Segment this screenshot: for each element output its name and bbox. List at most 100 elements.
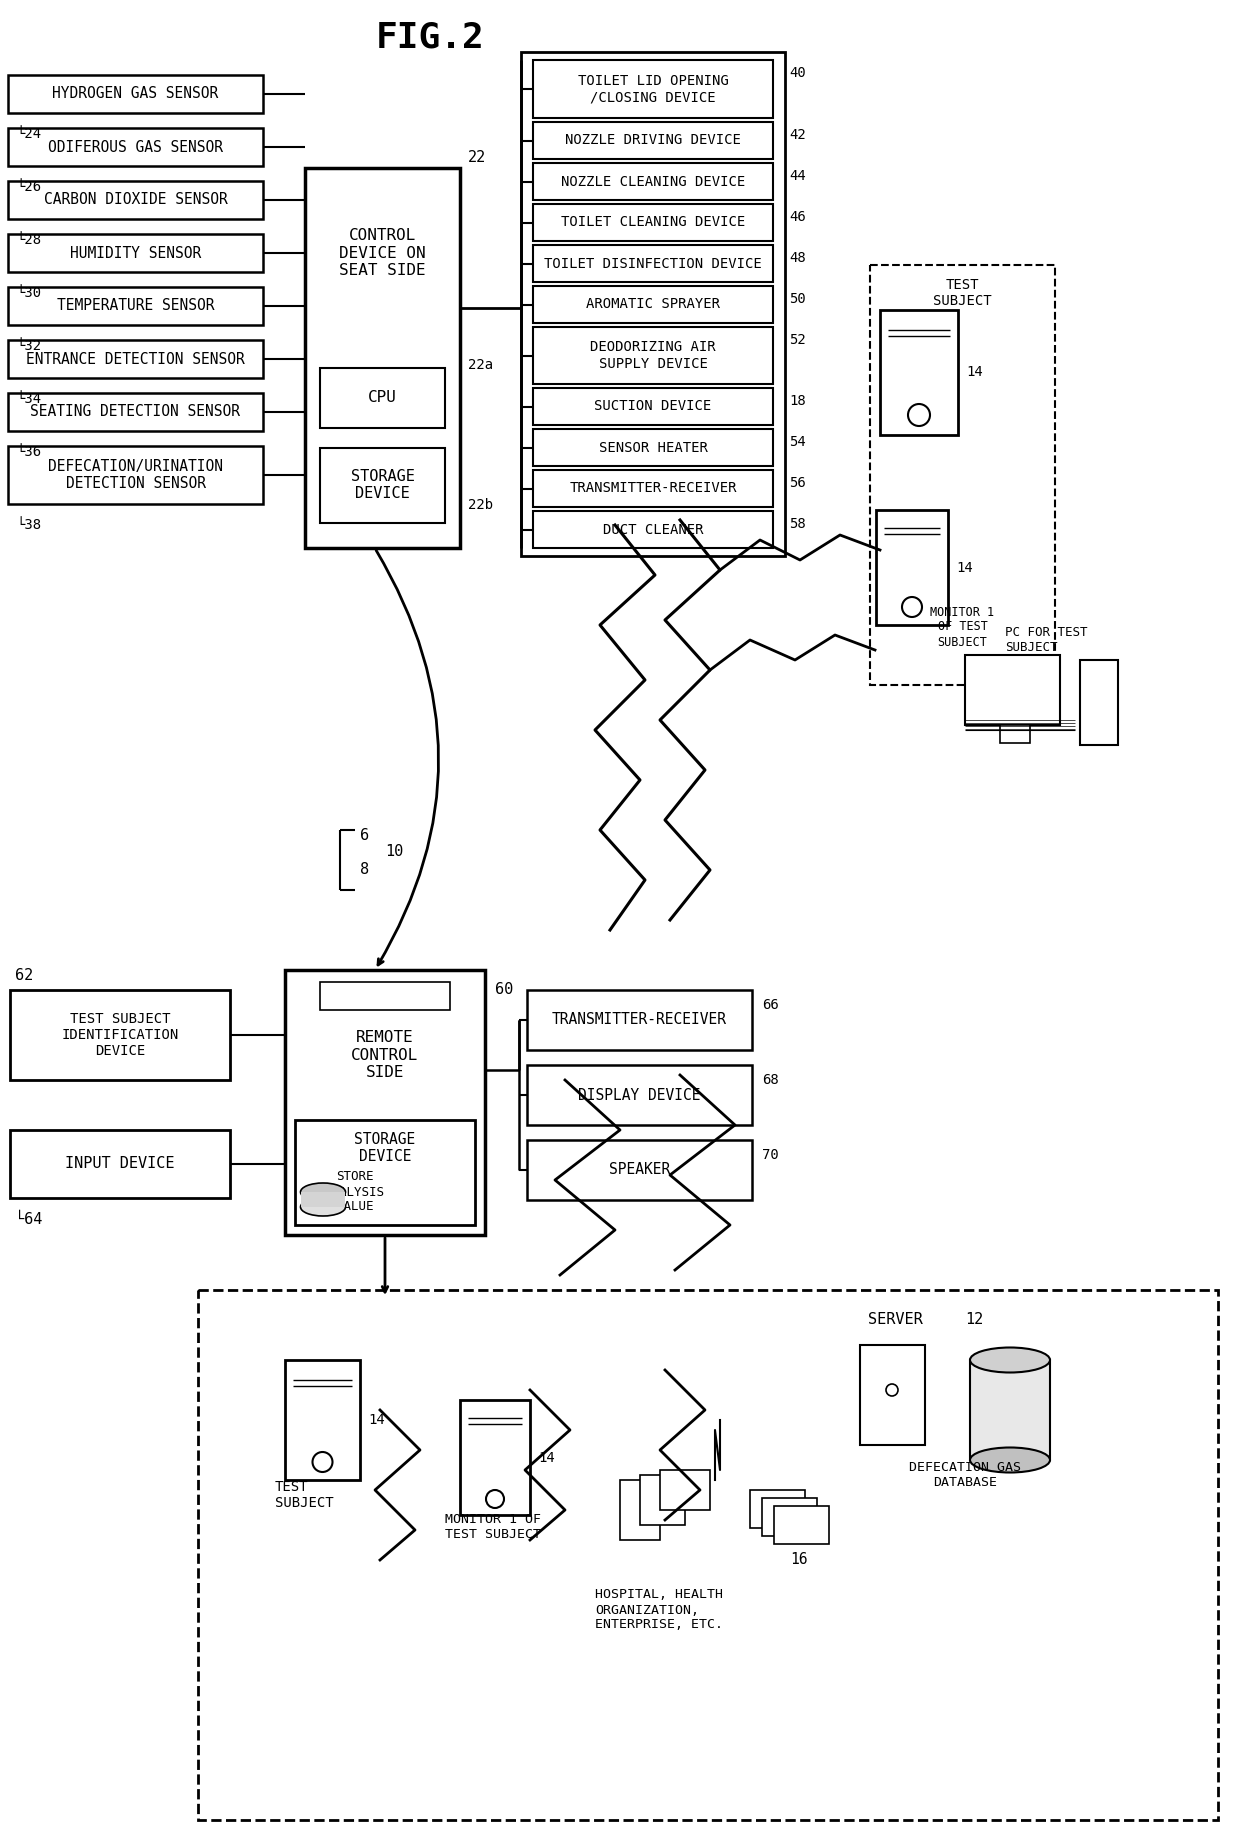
Text: STORE
ANALYSIS
VALUE: STORE ANALYSIS VALUE (325, 1171, 384, 1213)
Text: └32: └32 (16, 338, 41, 353)
Bar (640, 1476, 684, 1526)
Bar (999, 724, 1030, 743)
Text: └24: └24 (16, 127, 41, 142)
Text: 58: 58 (789, 516, 806, 531)
Bar (305, 167, 460, 548)
Text: MONITOR 1 OF
TEST SUBJECT: MONITOR 1 OF TEST SUBJECT (445, 1513, 541, 1540)
Text: └38: └38 (16, 518, 41, 531)
Bar (533, 244, 773, 281)
Text: 14: 14 (538, 1450, 554, 1465)
Bar (861, 1345, 925, 1445)
Text: └26: └26 (16, 180, 41, 195)
Bar (533, 388, 773, 425)
Text: MONITOR 1
OF TEST
SUBJECT: MONITOR 1 OF TEST SUBJECT (930, 605, 994, 649)
Bar (301, 1193, 345, 1208)
Bar (198, 1290, 1218, 1820)
Bar (965, 654, 1060, 724)
Text: 44: 44 (789, 169, 806, 184)
Text: 18: 18 (789, 393, 806, 408)
Bar (533, 327, 773, 384)
Bar (7, 447, 263, 504)
Bar (7, 233, 263, 272)
Text: TOILET LID OPENING
/CLOSING DEVICE: TOILET LID OPENING /CLOSING DEVICE (578, 74, 728, 105)
Text: HUMIDITY SENSOR: HUMIDITY SENSOR (69, 246, 201, 261)
Bar (521, 51, 785, 557)
Text: 22: 22 (467, 151, 486, 165)
Bar (320, 981, 450, 1011)
Text: STORAGE
DEVICE: STORAGE DEVICE (355, 1132, 415, 1163)
Text: TRANSMITTER-RECEIVER: TRANSMITTER-RECEIVER (569, 482, 737, 496)
Bar (875, 509, 949, 625)
Text: CPU: CPU (368, 390, 397, 406)
Text: CONTROL
DEVICE ON
SEAT SIDE: CONTROL DEVICE ON SEAT SIDE (340, 228, 425, 278)
Text: 62: 62 (15, 969, 33, 983)
Text: 70: 70 (763, 1149, 779, 1162)
Text: DEFECATION GAS
DATABASE: DEFECATION GAS DATABASE (909, 1461, 1021, 1489)
Text: 60: 60 (495, 983, 513, 998)
Bar (7, 129, 263, 165)
Bar (527, 1140, 751, 1200)
Ellipse shape (970, 1347, 1050, 1373)
Ellipse shape (300, 1184, 346, 1200)
Bar (660, 1470, 711, 1511)
Text: 16: 16 (790, 1553, 807, 1568)
Bar (285, 970, 485, 1235)
Bar (527, 1064, 751, 1125)
Text: └36: └36 (16, 445, 41, 460)
Text: SERVER: SERVER (868, 1312, 923, 1327)
Text: └34: └34 (16, 391, 41, 406)
Bar (7, 180, 263, 219)
Text: NOZZLE CLEANING DEVICE: NOZZLE CLEANING DEVICE (560, 175, 745, 189)
Text: 22b: 22b (467, 498, 494, 513)
Text: INPUT DEVICE: INPUT DEVICE (66, 1156, 175, 1171)
Bar (460, 1401, 529, 1515)
Bar (527, 991, 751, 1049)
Text: 68: 68 (763, 1073, 779, 1086)
Bar (320, 448, 445, 524)
Bar (880, 311, 959, 436)
Text: SUCTION DEVICE: SUCTION DEVICE (594, 399, 712, 414)
Text: TEMPERATURE SENSOR: TEMPERATURE SENSOR (57, 298, 215, 314)
Text: 6: 6 (360, 827, 370, 842)
Text: FIG.2: FIG.2 (376, 20, 485, 55)
Text: PC FOR TEST
SUBJECT: PC FOR TEST SUBJECT (1004, 627, 1087, 654)
Text: 50: 50 (789, 292, 806, 305)
Bar (533, 164, 773, 200)
Bar (774, 1505, 830, 1544)
Text: DUCT CLEANER: DUCT CLEANER (603, 522, 703, 537)
Text: 22a: 22a (467, 358, 494, 371)
Text: 46: 46 (789, 210, 806, 224)
Bar (750, 1491, 805, 1527)
Text: REMOTE
CONTROL
SIDE: REMOTE CONTROL SIDE (351, 1029, 419, 1081)
Text: SENSOR HEATER: SENSOR HEATER (599, 441, 708, 454)
Bar (7, 393, 263, 430)
Text: 40: 40 (789, 66, 806, 81)
Text: TEST
SUBJECT: TEST SUBJECT (275, 1480, 334, 1511)
Text: DISPLAY DEVICE: DISPLAY DEVICE (578, 1088, 701, 1103)
Bar (620, 1480, 660, 1540)
Text: DEFECATION/URINATION
DETECTION SENSOR: DEFECATION/URINATION DETECTION SENSOR (48, 460, 223, 491)
Bar (763, 1498, 817, 1537)
Text: └30: └30 (16, 287, 41, 300)
Bar (295, 1119, 475, 1224)
Text: TEST SUBJECT
IDENTIFICATION
DEVICE: TEST SUBJECT IDENTIFICATION DEVICE (61, 1011, 179, 1059)
Text: NOZZLE DRIVING DEVICE: NOZZLE DRIVING DEVICE (565, 134, 742, 147)
Text: 14: 14 (956, 561, 972, 575)
Bar (533, 471, 773, 507)
Bar (1080, 660, 1118, 744)
Bar (7, 340, 263, 379)
Text: 10: 10 (384, 844, 403, 860)
Text: AROMATIC SPRAYER: AROMATIC SPRAYER (587, 298, 720, 311)
Text: └64: └64 (15, 1211, 42, 1228)
Text: ENTRANCE DETECTION SENSOR: ENTRANCE DETECTION SENSOR (26, 351, 244, 366)
Bar (870, 265, 1055, 686)
Bar (533, 511, 773, 548)
Text: 56: 56 (789, 476, 806, 491)
Text: 48: 48 (789, 252, 806, 265)
Bar (533, 287, 773, 323)
Bar (285, 1360, 360, 1480)
Bar (533, 204, 773, 241)
Text: CARBON DIOXIDE SENSOR: CARBON DIOXIDE SENSOR (43, 193, 227, 208)
Ellipse shape (970, 1448, 1050, 1472)
Bar (533, 428, 773, 467)
